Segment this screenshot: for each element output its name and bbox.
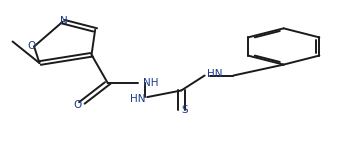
Text: O: O	[74, 100, 81, 110]
Text: NH: NH	[143, 78, 159, 88]
Text: HN: HN	[130, 94, 146, 104]
Text: N: N	[60, 16, 68, 26]
Text: O: O	[27, 41, 35, 51]
Text: S: S	[182, 105, 188, 115]
Text: HN: HN	[207, 69, 223, 79]
